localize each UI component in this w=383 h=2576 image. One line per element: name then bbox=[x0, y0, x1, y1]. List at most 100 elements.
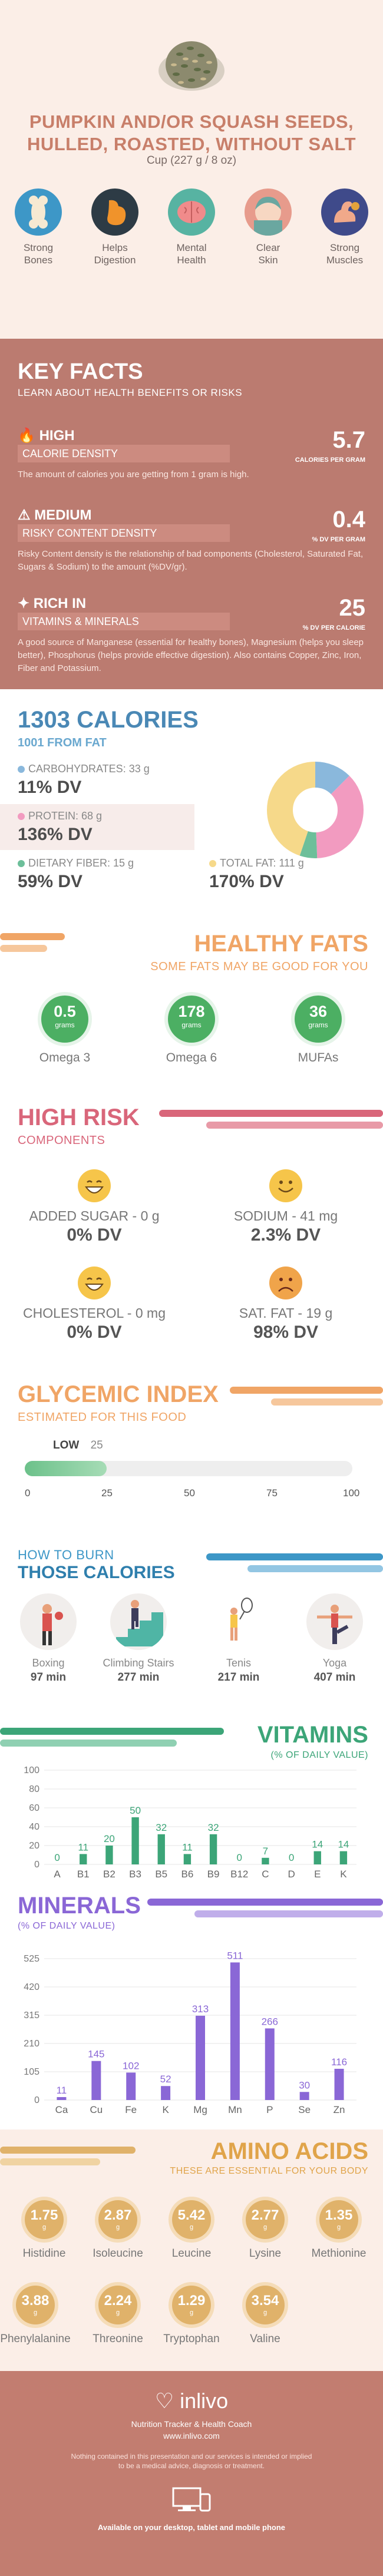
face-icon bbox=[245, 189, 292, 236]
high-risk-subtitle: COMPONENTS bbox=[18, 1134, 105, 1147]
glycemic-fill bbox=[25, 1461, 107, 1476]
burn-title-1: HOW TO BURN bbox=[18, 1547, 114, 1562]
bar-value-label: 14 bbox=[338, 1839, 349, 1850]
tryptophan-name: Tryptophan bbox=[163, 2333, 220, 2345]
boxing-icon bbox=[20, 1593, 77, 1650]
threonine-value: 2.24 bbox=[104, 2293, 132, 2309]
bone-icon bbox=[15, 189, 62, 236]
bar bbox=[196, 2015, 205, 2100]
fiber-stat: DIETARY FIBER: 15 g 59% DV bbox=[18, 857, 134, 892]
risk-cholesterol: CHOLESTEROL - 0 mg 0% DV bbox=[15, 1266, 174, 1342]
amino-unit: g bbox=[33, 2309, 38, 2316]
mufas-value: 36 bbox=[309, 1003, 328, 1020]
bar bbox=[161, 2086, 171, 2100]
bar-value-label: 11 bbox=[182, 1841, 193, 1853]
amino-unit: g bbox=[263, 2309, 268, 2316]
bar bbox=[131, 1817, 139, 1864]
food-title: PUMPKIN AND/OR SQUASH SEEDS, HULLED, ROA… bbox=[0, 111, 383, 156]
isoleucine-value: 2.87 bbox=[104, 2207, 132, 2223]
glycemic-section: GLYCEMIC INDEX ESTIMATED FOR THIS FOOD L… bbox=[0, 1370, 383, 1540]
bar bbox=[265, 2028, 275, 2100]
x-tick-label: A bbox=[54, 1869, 61, 1880]
pumpkin-seeds-image bbox=[159, 41, 224, 91]
fats-stripes-decoration bbox=[0, 933, 65, 952]
benefit-clear-skin: Clear Skin bbox=[236, 189, 301, 266]
gi-tick-0: 0 bbox=[25, 1487, 31, 1499]
bar-value-label: 7 bbox=[263, 1846, 268, 1857]
amino-unit: g bbox=[189, 2224, 194, 2231]
y-tick-label: 315 bbox=[24, 2010, 39, 2021]
vitamins-title: VITAMINS bbox=[257, 1722, 368, 1748]
calorie-density-label: CALORIE DENSITY bbox=[18, 445, 230, 462]
benefit-label-2: Muscles bbox=[326, 254, 364, 266]
donut-fiber-segment bbox=[267, 762, 364, 858]
y-tick-label: 40 bbox=[29, 1822, 39, 1832]
bar bbox=[334, 2068, 344, 2100]
serving-size: Cup (227 g / 8 oz) bbox=[146, 154, 237, 167]
cholesterol-dv: 0% DV bbox=[67, 1322, 122, 1342]
omega6-name: Omega 6 bbox=[166, 1051, 217, 1064]
benefit-label-1: Strong bbox=[23, 242, 54, 253]
vm-label: VITAMINS & MINERALS bbox=[18, 613, 230, 630]
donut-protein-segment bbox=[267, 762, 364, 858]
vitamins-section: VITAMINS (% OF DAILY VALUE) 0 20 40 60 80 100… bbox=[0, 1717, 383, 1888]
amino-unit: g bbox=[115, 2224, 120, 2231]
footer-brand: inlivo bbox=[180, 2389, 229, 2413]
laughing-face-icon bbox=[78, 1266, 111, 1299]
footer-section: ♡ inlivo Nutrition Tracker & Health Coac… bbox=[0, 2371, 383, 2576]
bar bbox=[157, 1834, 165, 1864]
amino-stripes-decoration bbox=[0, 2147, 136, 2165]
benefit-mental-health: Mental Health bbox=[159, 189, 224, 266]
gi-tick-50: 50 bbox=[184, 1487, 195, 1499]
amino-tryptophan: 1.29 g Tryptophan bbox=[156, 2286, 227, 2346]
risk-sat-fat: SAT. FAT - 19 g 98% DV bbox=[206, 1266, 365, 1342]
omega3-name: Omega 3 bbox=[39, 1051, 91, 1064]
footer-disclaimer-2: to be a medical advice, diagnosis or tre… bbox=[118, 2462, 265, 2470]
footer-logo[interactable]: ♡ inlivo bbox=[0, 2389, 383, 2413]
y-tick-label: 20 bbox=[29, 1841, 39, 1851]
footer-url[interactable]: www.inlivo.com bbox=[163, 2431, 220, 2441]
carbs-label: CARBOHYDRATES: 33 g bbox=[28, 763, 150, 775]
fiber-dv: 59% DV bbox=[18, 872, 83, 891]
amino-leucine: 5.42 g Leucine bbox=[156, 2200, 227, 2260]
vitamins-bar-chart: 0204060801000A11B120B250B332B511B632B90B… bbox=[24, 1765, 356, 1880]
risk-stripes-decoration bbox=[159, 1110, 383, 1129]
x-tick-label: P bbox=[266, 2104, 273, 2115]
mufas-unit: grams bbox=[308, 1021, 328, 1029]
key-facts-title: KEY FACTS bbox=[18, 359, 143, 384]
benefit-label-2: Health bbox=[177, 254, 206, 266]
gi-tick-25: 25 bbox=[101, 1487, 113, 1499]
calorie-density-fact: 🔥 HIGH CALORIE DENSITY 5.7 CALORIES PER … bbox=[0, 427, 383, 498]
gi-tick-100: 100 bbox=[343, 1487, 360, 1499]
x-tick-label: Cu bbox=[90, 2104, 103, 2115]
glycemic-subtitle: ESTIMATED FOR THIS FOOD bbox=[18, 1411, 187, 1424]
bar-value-label: 32 bbox=[208, 1822, 219, 1833]
footer-available: Available on your desktop, tablet and mo… bbox=[97, 2523, 286, 2532]
leucine-name: Leucine bbox=[171, 2247, 212, 2260]
x-tick-label: Mg bbox=[193, 2104, 207, 2115]
x-tick-label: Mn bbox=[228, 2104, 242, 2115]
risky-content-fact: ⚠ MEDIUM RISKY CONTENT DENSITY 0.4 % DV … bbox=[0, 507, 383, 589]
added-sugar-dv: 0% DV bbox=[67, 1225, 122, 1245]
calorie-density-desc: The amount of calories you are getting f… bbox=[18, 469, 249, 480]
cholesterol-name: CHOLESTEROL - 0 mg bbox=[23, 1305, 166, 1321]
tennis-icon bbox=[210, 1593, 267, 1650]
amino-subtitle: THESE ARE ESSENTIAL FOR YOUR BODY bbox=[170, 2166, 368, 2176]
stairs-icon bbox=[110, 1593, 167, 1650]
methionine-name: Methionine bbox=[311, 2247, 367, 2260]
risk-sodium: SODIUM - 41 mg 2.3% DV bbox=[206, 1169, 365, 1245]
bar bbox=[183, 1854, 192, 1864]
activity-boxing: Boxing 97 min bbox=[7, 1593, 90, 1684]
amino-unit: g bbox=[263, 2224, 268, 2231]
stairs-name: Climbing Stairs bbox=[103, 1657, 174, 1669]
vm-value: 25 bbox=[339, 595, 366, 621]
key-facts-section: KEY FACTS LEARN ABOUT HEALTH BENEFITS OR… bbox=[0, 339, 383, 689]
amino-isoleucine: 2.87 g Isoleucine bbox=[82, 2200, 153, 2260]
activity-tennis: Tenis 217 min bbox=[197, 1593, 280, 1684]
threonine-name: Threonine bbox=[93, 2333, 143, 2345]
y-tick-label: 80 bbox=[29, 1784, 39, 1794]
sat-fat-dv: 98% DV bbox=[253, 1322, 319, 1342]
frowning-face-icon bbox=[269, 1266, 302, 1299]
risky-content-value: 0.4 bbox=[332, 507, 365, 533]
arm-icon bbox=[321, 189, 368, 236]
